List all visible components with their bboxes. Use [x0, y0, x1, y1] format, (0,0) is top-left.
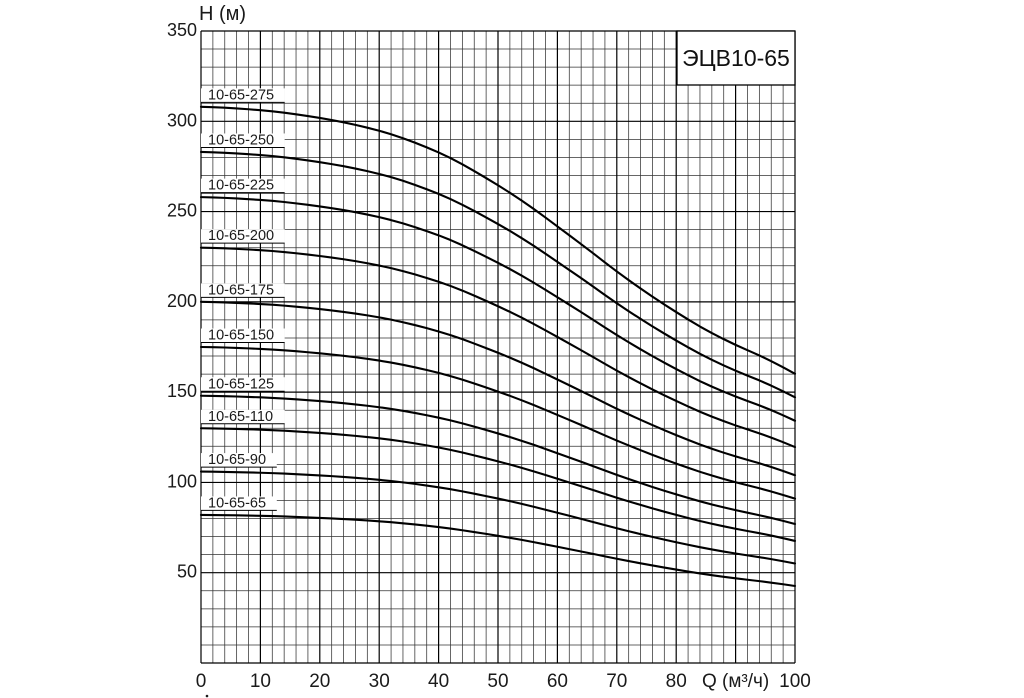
svg-text:50: 50 — [177, 562, 197, 582]
svg-text:ЭЦВ10-65: ЭЦВ10-65 — [682, 45, 790, 71]
svg-text:10-65-225: 10-65-225 — [208, 178, 274, 194]
svg-text:40: 40 — [428, 671, 449, 692]
svg-text:10-65-200: 10-65-200 — [208, 228, 274, 244]
svg-text:30: 30 — [369, 671, 390, 692]
svg-text:50: 50 — [487, 671, 508, 692]
svg-text:200: 200 — [167, 291, 197, 311]
svg-text:Q (м³/ч): Q (м³/ч) — [702, 671, 769, 692]
svg-text:20: 20 — [309, 671, 330, 692]
svg-text:0: 0 — [196, 671, 207, 692]
svg-text:10-65-175: 10-65-175 — [208, 282, 274, 298]
svg-text:80: 80 — [666, 671, 687, 692]
svg-text:10-65-65: 10-65-65 — [208, 495, 266, 511]
svg-text:100: 100 — [779, 671, 811, 692]
svg-text:10-65-125: 10-65-125 — [208, 376, 274, 392]
svg-text:10-65-250: 10-65-250 — [208, 132, 274, 148]
svg-text:10-65-275: 10-65-275 — [208, 87, 274, 103]
svg-text:100: 100 — [167, 471, 197, 491]
svg-text:70: 70 — [606, 671, 627, 692]
svg-text:60: 60 — [547, 671, 568, 692]
svg-text:350: 350 — [167, 20, 197, 40]
svg-text:250: 250 — [167, 201, 197, 221]
svg-text:10-65-90: 10-65-90 — [208, 452, 266, 468]
svg-text:10-65-110: 10-65-110 — [208, 409, 273, 425]
svg-text:300: 300 — [167, 110, 197, 130]
svg-text:150: 150 — [167, 381, 197, 401]
svg-text:10: 10 — [250, 671, 271, 692]
svg-text:H (м): H (м) — [199, 3, 246, 25]
svg-text:10-65-150: 10-65-150 — [208, 328, 274, 344]
